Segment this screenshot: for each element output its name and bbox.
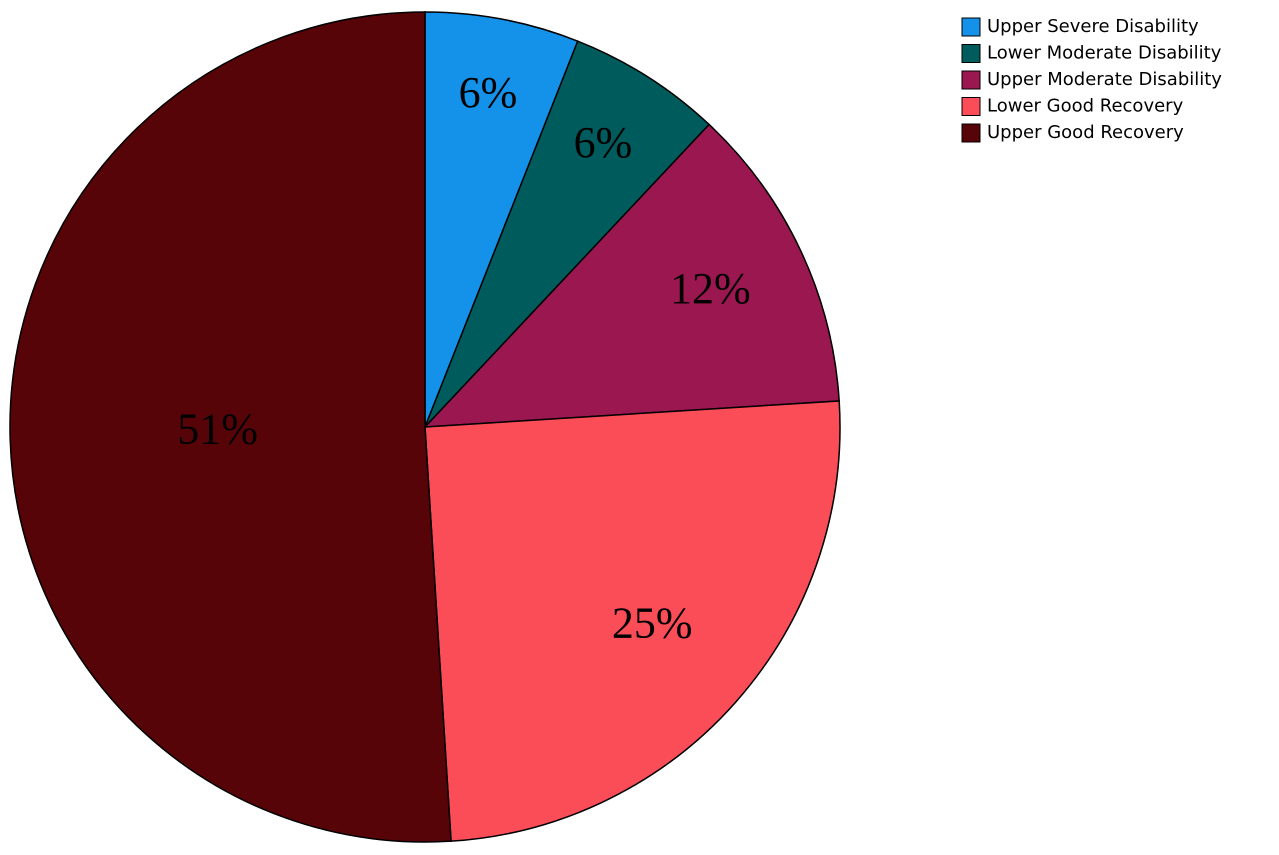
legend-swatch — [961, 123, 981, 143]
legend-label: Upper Good Recovery — [987, 122, 1184, 143]
slice-label: 25% — [612, 598, 693, 647]
pie-slice — [424, 400, 841, 842]
legend-swatch — [961, 70, 981, 90]
slice-label: 6% — [459, 68, 518, 117]
slice-label: 6% — [574, 118, 633, 167]
pie-slice — [9, 11, 452, 843]
slice-label: 12% — [670, 264, 751, 313]
legend-label: Lower Good Recovery — [987, 96, 1184, 117]
pie-slice — [424, 11, 579, 428]
legend-label: Upper Moderate Disability — [987, 69, 1222, 90]
legend-label: Lower Moderate Disability — [987, 43, 1222, 64]
legend-swatch — [961, 97, 981, 116]
pie-slice — [424, 40, 711, 428]
legend-swatch — [961, 44, 981, 63]
legend-swatch — [961, 17, 981, 37]
pie-slice — [423, 123, 840, 428]
legend-label: Upper Severe Disability — [987, 16, 1199, 37]
slice-label: 51% — [177, 405, 258, 454]
